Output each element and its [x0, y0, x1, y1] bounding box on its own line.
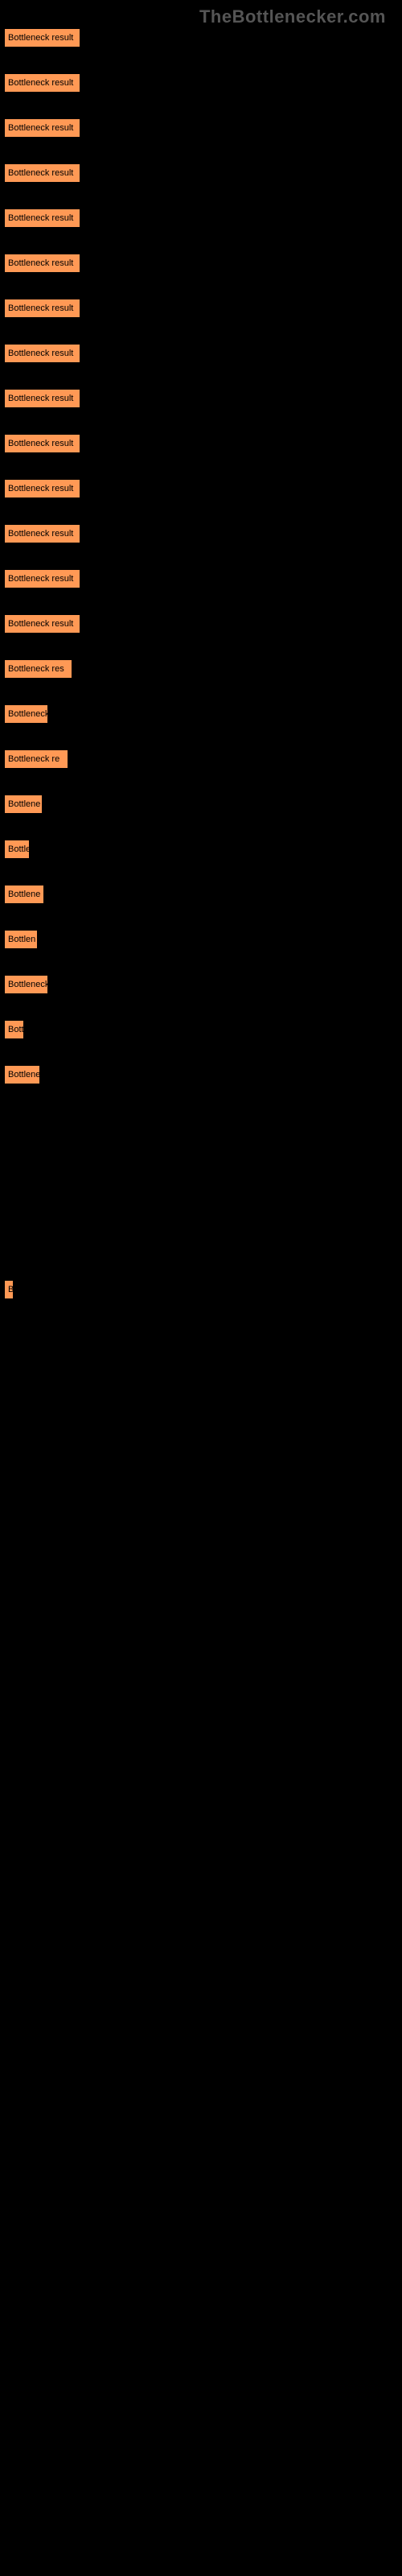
bar: Bottleneck result	[4, 569, 80, 588]
bar-row: Bottleneck	[4, 975, 402, 994]
bar: Bottleneck re	[4, 749, 68, 769]
bar-label: Bottleneck result	[8, 33, 73, 43]
bar-row: Bottlene	[4, 885, 402, 904]
bar-row: Bottleneck	[4, 704, 402, 724]
bar-row: Bottleneck result	[4, 389, 402, 408]
bar-label: Bottleneck result	[8, 349, 73, 358]
bar: Bottlene	[4, 795, 43, 814]
bar-row: Bottleneck result	[4, 208, 402, 228]
bar-row: Bottle	[4, 840, 402, 859]
bar: Bottleneck result	[4, 434, 80, 453]
bar-label: Bottleneck result	[8, 574, 73, 584]
bar-row: Bott	[4, 1020, 402, 1039]
bar-row: Bottleneck result	[4, 524, 402, 543]
bar: B	[4, 1280, 14, 1299]
bar-row: Bottleneck result	[4, 254, 402, 273]
bar-label: Bottleneck result	[8, 213, 73, 223]
bar: Bottleneck result	[4, 163, 80, 183]
bar: Bottleneck result	[4, 208, 80, 228]
bar-row: Bottleneck result	[4, 344, 402, 363]
bar-row: Bottleneck result	[4, 479, 402, 498]
bar: Bottlene	[4, 885, 44, 904]
bar-row: Bottleneck re	[4, 749, 402, 769]
bar-row: Bottleneck result	[4, 28, 402, 47]
bar-chart: Bottleneck result Bottleneck result Bottle…	[0, 0, 402, 1084]
bar-row: Bottleneck result	[4, 163, 402, 183]
bar-label: B	[8, 1285, 14, 1294]
bar: Bottleneck result	[4, 254, 80, 273]
bar: Bottleneck result	[4, 614, 80, 634]
bar: Bottleneck result	[4, 344, 80, 363]
bar-label: Bottleneck result	[8, 484, 73, 493]
bar-label: Bottleneck result	[8, 78, 73, 88]
bar: Bottleneck result	[4, 389, 80, 408]
bar-label: Bottleneck	[8, 709, 48, 719]
bar-label: Bottleneck result	[8, 168, 73, 178]
bar: Bottleneck result	[4, 299, 80, 318]
bar-row: Bottleneck res	[4, 659, 402, 679]
bar-label: Bottleneck result	[8, 529, 73, 539]
bar-label: Bottlene	[8, 799, 40, 809]
bar-label: Bottleneck result	[8, 258, 73, 268]
bar: Bottleneck result	[4, 28, 80, 47]
bar: Bottleneck res	[4, 659, 72, 679]
bar-row: Bottlen	[4, 930, 402, 949]
bar: Bottlene	[4, 1065, 40, 1084]
bar-row: Bottleneck result	[4, 118, 402, 138]
bar-row: Bottleneck result	[4, 614, 402, 634]
bar-label: Bottleneck result	[8, 619, 73, 629]
bar-label: Bottleneck result	[8, 303, 73, 313]
bar: Bottleneck result	[4, 479, 80, 498]
bar-row: Bottleneck result	[4, 73, 402, 93]
bar-row: Bottlene	[4, 795, 402, 814]
bar-label: Bottleneck result	[8, 394, 73, 403]
bar: Bottleneck result	[4, 524, 80, 543]
bar: Bott	[4, 1020, 24, 1039]
bar-label: Bottleneck	[8, 980, 48, 989]
bar-row: B	[4, 1280, 14, 1299]
watermark-text: TheBottlenecker.com	[199, 6, 386, 27]
bar-label: Bottleneck result	[8, 123, 73, 133]
bar-label: Bottleneck result	[8, 439, 73, 448]
bar-label: Bottleneck res	[8, 664, 64, 674]
bar-row: Bottleneck result	[4, 299, 402, 318]
bar-row: Bottleneck result	[4, 434, 402, 453]
bar-label: Bott	[8, 1025, 24, 1034]
bar: Bottleneck result	[4, 73, 80, 93]
bar: Bottleneck	[4, 704, 48, 724]
bar: Bottleneck result	[4, 118, 80, 138]
bar-label: Bottlen	[8, 935, 35, 944]
bar-label: Bottlene	[8, 1070, 40, 1080]
bar: Bottleneck	[4, 975, 48, 994]
bar: Bottle	[4, 840, 30, 859]
bar-row: Bottlene	[4, 1065, 402, 1084]
bar-label: Bottlene	[8, 890, 40, 899]
bar: Bottlen	[4, 930, 38, 949]
bar-label: Bottle	[8, 844, 30, 854]
bar-label: Bottleneck re	[8, 754, 59, 764]
bar-row: Bottleneck result	[4, 569, 402, 588]
